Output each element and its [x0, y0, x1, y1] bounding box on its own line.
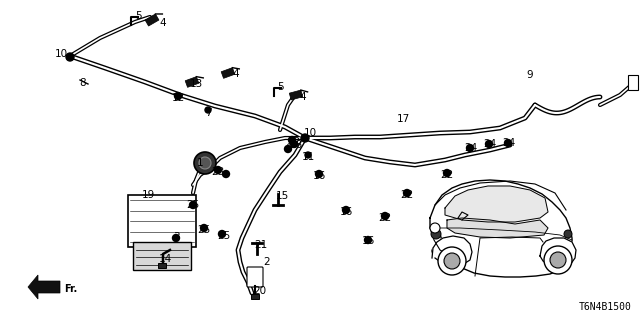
Text: 6: 6	[285, 143, 292, 153]
Text: 24: 24	[465, 143, 477, 153]
Circle shape	[564, 230, 572, 238]
Text: 9: 9	[527, 70, 533, 80]
Circle shape	[189, 202, 196, 209]
Circle shape	[200, 225, 207, 231]
Circle shape	[544, 246, 572, 274]
Circle shape	[432, 247, 440, 255]
Text: 16: 16	[362, 236, 374, 246]
Bar	[158, 262, 166, 268]
Circle shape	[175, 92, 182, 100]
Circle shape	[444, 253, 460, 269]
Circle shape	[289, 137, 296, 143]
Text: Fr.: Fr.	[64, 284, 77, 294]
Circle shape	[214, 166, 221, 173]
Text: 18: 18	[289, 140, 303, 150]
Text: 23: 23	[211, 167, 225, 177]
Text: 22: 22	[401, 190, 413, 200]
Text: 25: 25	[186, 200, 200, 210]
Polygon shape	[28, 275, 60, 299]
Polygon shape	[221, 68, 235, 78]
Polygon shape	[430, 180, 572, 277]
Circle shape	[194, 152, 216, 174]
Text: 15: 15	[275, 191, 289, 201]
Text: 13: 13	[189, 79, 203, 89]
Text: 25: 25	[218, 231, 230, 241]
Circle shape	[223, 171, 230, 178]
Text: 16: 16	[312, 171, 326, 181]
Polygon shape	[447, 218, 548, 238]
Circle shape	[342, 206, 349, 213]
Text: 1: 1	[196, 158, 204, 168]
Text: 20: 20	[253, 286, 267, 296]
Circle shape	[301, 134, 309, 142]
Text: 3: 3	[173, 232, 179, 242]
Circle shape	[66, 53, 74, 61]
Text: 12: 12	[172, 93, 184, 103]
Circle shape	[504, 140, 511, 147]
Text: 7: 7	[205, 108, 211, 118]
Circle shape	[430, 223, 440, 233]
Circle shape	[199, 157, 211, 169]
Bar	[133, 242, 191, 270]
Text: 5: 5	[134, 11, 141, 21]
Text: 4: 4	[160, 18, 166, 28]
Text: 10: 10	[54, 49, 68, 59]
Text: 8: 8	[80, 78, 86, 88]
Text: T6N4B1500: T6N4B1500	[579, 302, 632, 312]
Circle shape	[403, 189, 410, 196]
Circle shape	[365, 236, 371, 244]
Circle shape	[291, 140, 298, 148]
Text: 14: 14	[158, 254, 172, 264]
Circle shape	[173, 235, 179, 242]
Circle shape	[305, 152, 311, 158]
Polygon shape	[540, 238, 576, 268]
Text: 21: 21	[254, 240, 268, 250]
FancyBboxPatch shape	[247, 267, 263, 287]
Text: 25: 25	[197, 225, 211, 235]
Text: 22: 22	[440, 170, 454, 180]
Circle shape	[444, 170, 451, 177]
Circle shape	[438, 247, 466, 275]
Polygon shape	[289, 90, 303, 100]
Bar	[128, 195, 196, 247]
Polygon shape	[145, 14, 159, 26]
Polygon shape	[185, 77, 199, 87]
Text: 11: 11	[301, 152, 315, 162]
Text: 5: 5	[276, 82, 284, 92]
Text: 4: 4	[233, 69, 239, 79]
Text: 17: 17	[396, 114, 410, 124]
Polygon shape	[445, 186, 548, 222]
Circle shape	[316, 171, 323, 178]
Circle shape	[205, 107, 211, 113]
Circle shape	[381, 212, 388, 220]
Bar	[251, 293, 259, 299]
Text: 19: 19	[141, 190, 155, 200]
Text: 22: 22	[378, 213, 392, 223]
Circle shape	[431, 229, 441, 239]
Circle shape	[285, 146, 291, 153]
Circle shape	[467, 145, 474, 151]
Text: 4: 4	[300, 92, 307, 102]
Text: 24: 24	[502, 138, 516, 148]
Text: 24: 24	[483, 139, 497, 149]
Circle shape	[486, 140, 493, 148]
Circle shape	[218, 230, 225, 237]
Text: 2: 2	[264, 257, 270, 267]
Text: 16: 16	[339, 207, 353, 217]
Bar	[628, 75, 638, 90]
Polygon shape	[432, 236, 472, 266]
Circle shape	[550, 252, 566, 268]
Text: 12: 12	[287, 137, 301, 147]
Text: 10: 10	[303, 128, 317, 138]
